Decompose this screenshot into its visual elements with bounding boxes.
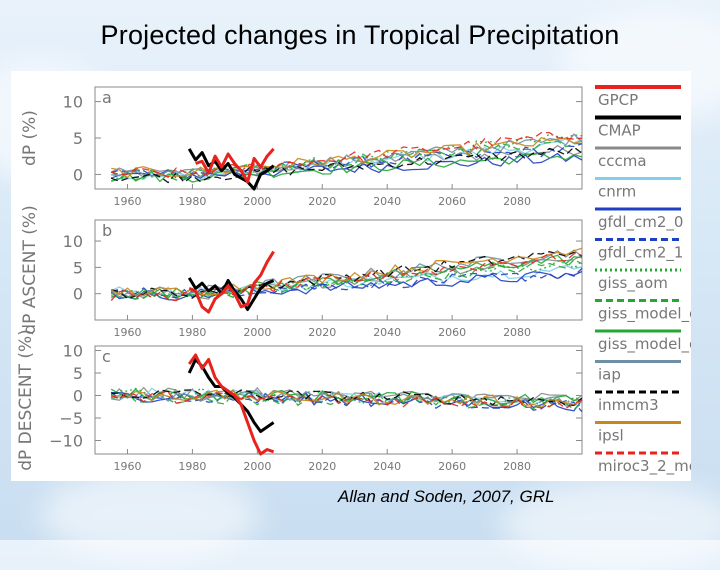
x-tick-label: 2000 <box>243 326 271 339</box>
legend-label: inmcm3 <box>598 396 659 414</box>
legend-label: iap <box>598 366 621 384</box>
x-tick-label: 2080 <box>503 195 531 208</box>
y-tick-label: −10 <box>49 432 83 451</box>
x-tick-label: 2060 <box>438 195 466 208</box>
figure-panel: 0 5 10 1960 1980 2000 2020 2040 2060 2080 a dP (%) 0… <box>11 71 691 481</box>
x-tick-label: 2080 <box>503 460 531 473</box>
x-tick-label: 1960 <box>113 195 141 208</box>
model-line-miroc3_2_me <box>110 391 583 410</box>
model-line-giss_model_e <box>110 140 583 181</box>
panel-label: b <box>102 221 112 240</box>
y-tick-label: 5 <box>73 129 83 148</box>
x-tick-label: 2040 <box>373 460 401 473</box>
panel-label: a <box>102 88 112 107</box>
x-tick-label: 1980 <box>178 326 206 339</box>
obs-line-gpcp <box>187 353 275 456</box>
model-line-gfdl_cm2_1 <box>110 391 583 413</box>
y-tick-label: 0 <box>73 165 83 184</box>
y-tick-label: −5 <box>59 409 83 428</box>
x-tick-label: 1980 <box>178 195 206 208</box>
legend-label: cnrm <box>598 183 636 201</box>
panel-frame <box>94 345 583 455</box>
obs-line-gpcp <box>195 147 275 184</box>
legend-label: giss_model_e <box>598 305 691 324</box>
obs-line-cmap <box>187 148 275 191</box>
model-line-cnrm <box>111 387 583 406</box>
model-line-inmcm3 <box>111 251 583 300</box>
y-axis-label: dP (%) <box>20 110 40 166</box>
y-axis-label: dP ASCENT (%) <box>20 205 40 334</box>
model-line-inmcm3 <box>111 389 583 406</box>
panel-b: 0 5 10 1960 1980 2000 2020 2040 2060 2080 b dP ASCE… <box>20 205 583 339</box>
legend-label: gfdl_cm2_1 <box>598 244 683 263</box>
y-tick-label: 10 <box>63 342 83 361</box>
obs-line-cmap <box>187 277 275 311</box>
x-tick-label: 2020 <box>308 460 336 473</box>
x-tick-label: 2020 <box>308 195 336 208</box>
panel-c: −10 −5 0 5 10 1960 1980 2000 2020 2040 2060 2080 c dP… <box>16 329 583 473</box>
legend-label: ipsl <box>598 427 624 445</box>
panel-a: 0 5 10 1960 1980 2000 2020 2040 2060 2080 a dP (%) <box>20 86 583 208</box>
model-line-gfdl_cm2_1 <box>111 142 583 179</box>
model-line-ipsl <box>110 247 583 297</box>
x-tick-label: 2020 <box>308 326 336 339</box>
legend-label: miroc3_2_me <box>598 457 691 476</box>
panel-frame <box>94 219 583 321</box>
model-line-miroc3_2_me <box>110 252 583 302</box>
x-tick-label: 2000 <box>243 195 271 208</box>
legend: GPCP CMAP cccma cnrm gfdl_cm2_0 gfdl_cm2_1gis… <box>595 85 691 476</box>
model-line-giss_model_e <box>111 152 583 183</box>
y-tick-label: 10 <box>63 232 83 251</box>
x-tick-label: 2040 <box>373 326 401 339</box>
legend-label: GPCP <box>598 91 638 109</box>
x-tick-label: 2060 <box>438 460 466 473</box>
model-line-iap <box>111 133 583 179</box>
x-tick-label: 2000 <box>243 460 271 473</box>
y-tick-label: 0 <box>73 387 83 406</box>
citation: Allan and Soden, 2007, GRL <box>338 487 555 506</box>
y-tick-label: 5 <box>73 258 83 277</box>
legend-label: CMAP <box>598 122 641 140</box>
legend-label: giss_aom <box>598 274 668 293</box>
panel-label: c <box>102 347 111 366</box>
x-tick-label: 2060 <box>438 326 466 339</box>
x-tick-label: 2040 <box>373 195 401 208</box>
x-tick-label: 2080 <box>503 326 531 339</box>
x-tick-label: 1960 <box>113 326 141 339</box>
y-tick-label: 10 <box>63 93 83 112</box>
model-line-giss_aom <box>111 259 583 299</box>
x-tick-label: 1960 <box>113 460 141 473</box>
legend-label: cccma <box>598 152 647 170</box>
model-line-ipsl <box>111 136 583 179</box>
legend-label: gfdl_cm2_0 <box>598 213 683 232</box>
obs-line-gpcp <box>188 250 275 314</box>
model-line-giss_model_e <box>111 254 583 300</box>
y-axis-label: dP DESCENT (%) <box>16 329 36 471</box>
slide-title: Projected changes in Tropical Precipitat… <box>100 20 620 50</box>
model-line-gfdl_cm2_0 <box>110 152 583 181</box>
y-tick-label: 0 <box>73 285 83 304</box>
model-line-inmcm3 <box>110 146 583 184</box>
legend-label: giss_model_e <box>598 335 691 354</box>
y-tick-label: 5 <box>73 364 83 383</box>
x-tick-label: 1980 <box>178 460 206 473</box>
